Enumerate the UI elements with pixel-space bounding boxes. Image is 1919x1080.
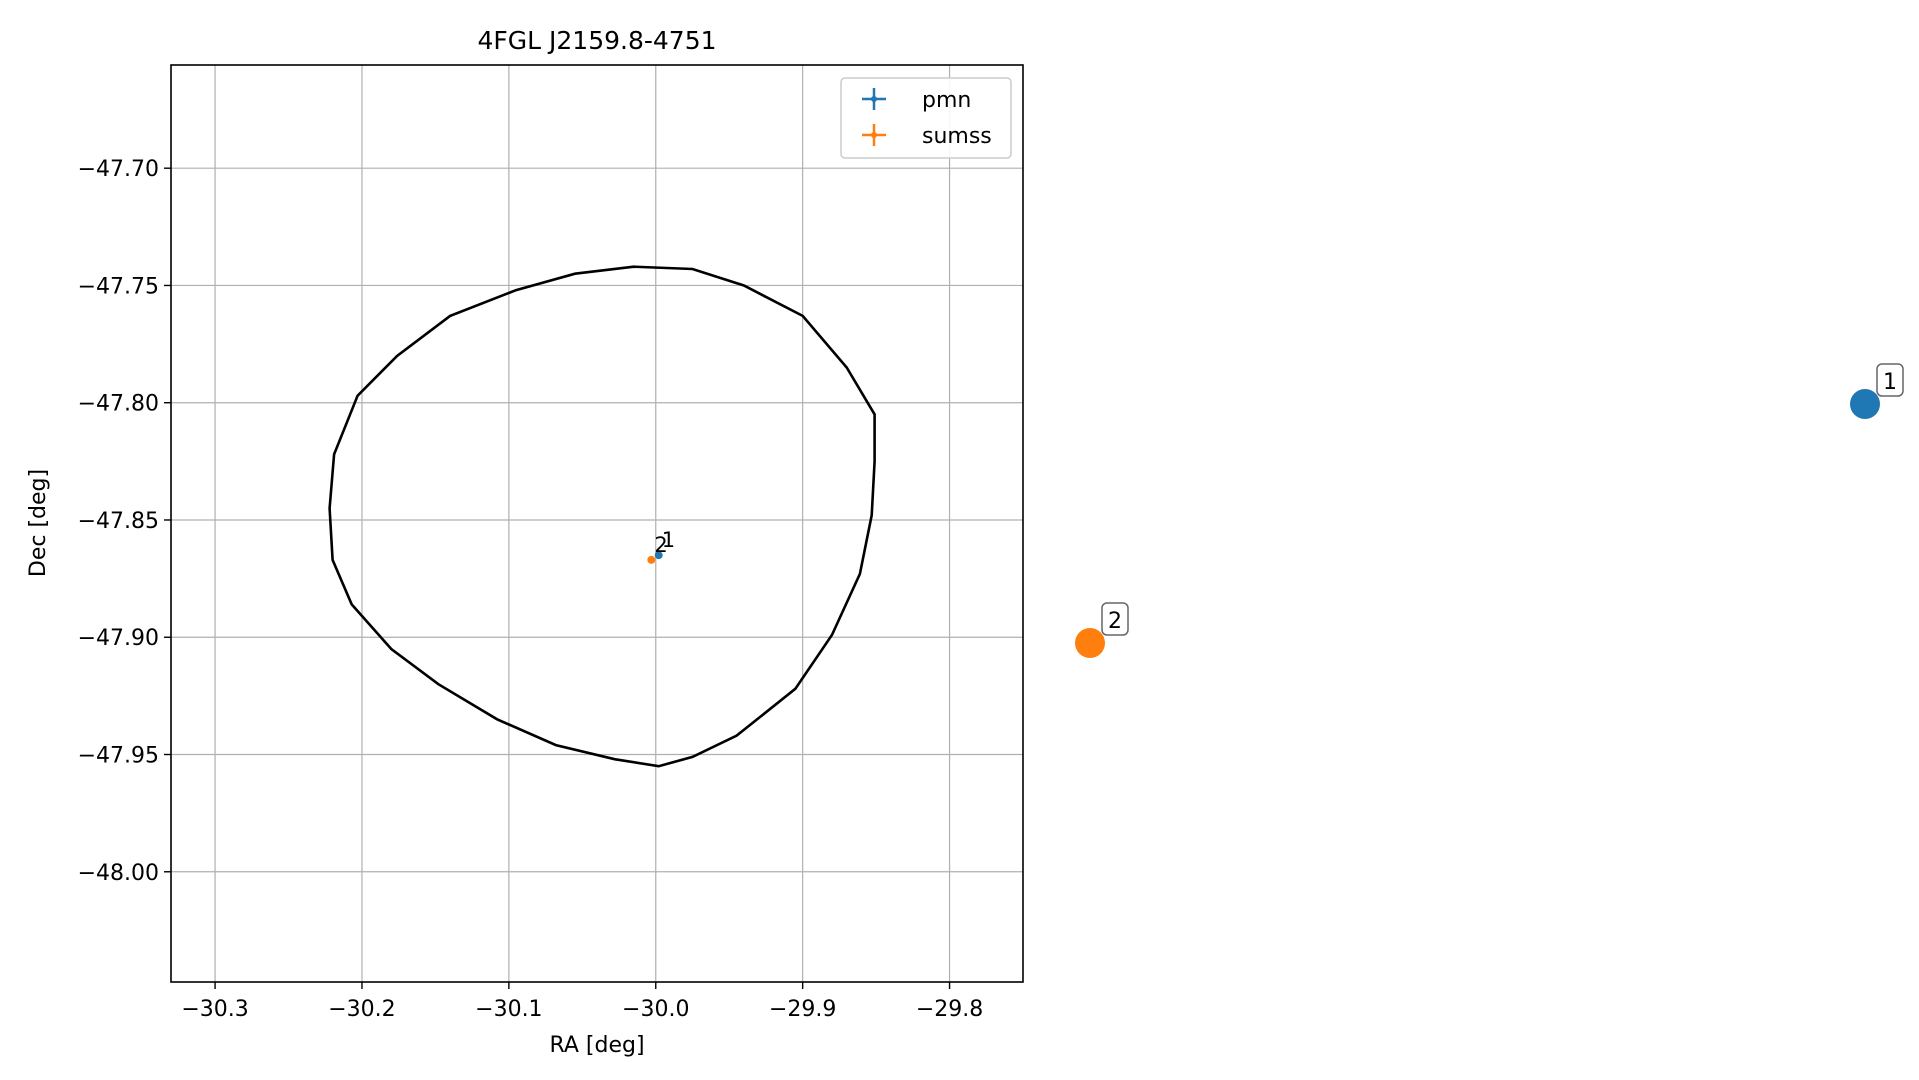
legend-marker-sumss	[862, 124, 886, 146]
legend-label-sumss: sumss	[922, 124, 992, 149]
error-ellipse-group	[328, 265, 876, 768]
side-marker-2: 2	[1075, 602, 1129, 658]
side-marker-2-dot	[1075, 628, 1105, 658]
side-marker-2-label: 2	[1108, 609, 1122, 634]
side-marker-1-box	[1876, 363, 1904, 397]
y-tick-label: −48.00	[78, 861, 159, 886]
legend-marker-pmn	[862, 88, 886, 110]
y-tick-label: −47.85	[78, 509, 159, 534]
x-tick-label: −30.1	[475, 997, 542, 1022]
data-points: 12	[647, 528, 675, 564]
legend: pmn sumss	[840, 77, 1012, 159]
x-tick-label: −30.3	[181, 997, 248, 1022]
legend-label-pmn: pmn	[922, 88, 971, 113]
chart-title: 4FGL J2159.8-4751	[477, 26, 716, 55]
x-tick-label: −29.9	[769, 997, 836, 1022]
axis-ticks: −30.3 −30.2 −30.1 −30.0 −29.9 −29.8 −47.70 −47.…	[78, 157, 984, 1022]
x-tick-label: −29.8	[916, 997, 983, 1022]
data-point-label-pmn: 1	[662, 528, 675, 552]
grid-lines	[171, 65, 1023, 982]
data-point-pmn	[654, 551, 663, 560]
data-point-sumss	[647, 555, 656, 564]
error-ellipse	[328, 265, 876, 768]
x-axis-label: RA [deg]	[549, 1033, 644, 1058]
data-point-label-sumss: 2	[654, 533, 667, 557]
x-tick-label: −30.2	[328, 997, 395, 1022]
side-marker-1-dot	[1850, 389, 1880, 419]
y-tick-label: −47.75	[78, 274, 159, 299]
y-tick-label: −47.80	[78, 392, 159, 417]
side-markers: 1 2	[1075, 363, 1904, 658]
x-tick-label: −30.0	[622, 997, 689, 1022]
y-tick-label: −47.90	[78, 626, 159, 651]
side-marker-1: 1	[1850, 363, 1904, 419]
y-axis-label: Dec [deg]	[26, 469, 51, 577]
y-tick-label: −47.70	[78, 157, 159, 182]
side-marker-1-label: 1	[1883, 370, 1897, 395]
y-tick-label: −47.95	[78, 744, 159, 769]
side-marker-2-box	[1101, 602, 1129, 636]
plot-area-frame	[170, 64, 1024, 983]
